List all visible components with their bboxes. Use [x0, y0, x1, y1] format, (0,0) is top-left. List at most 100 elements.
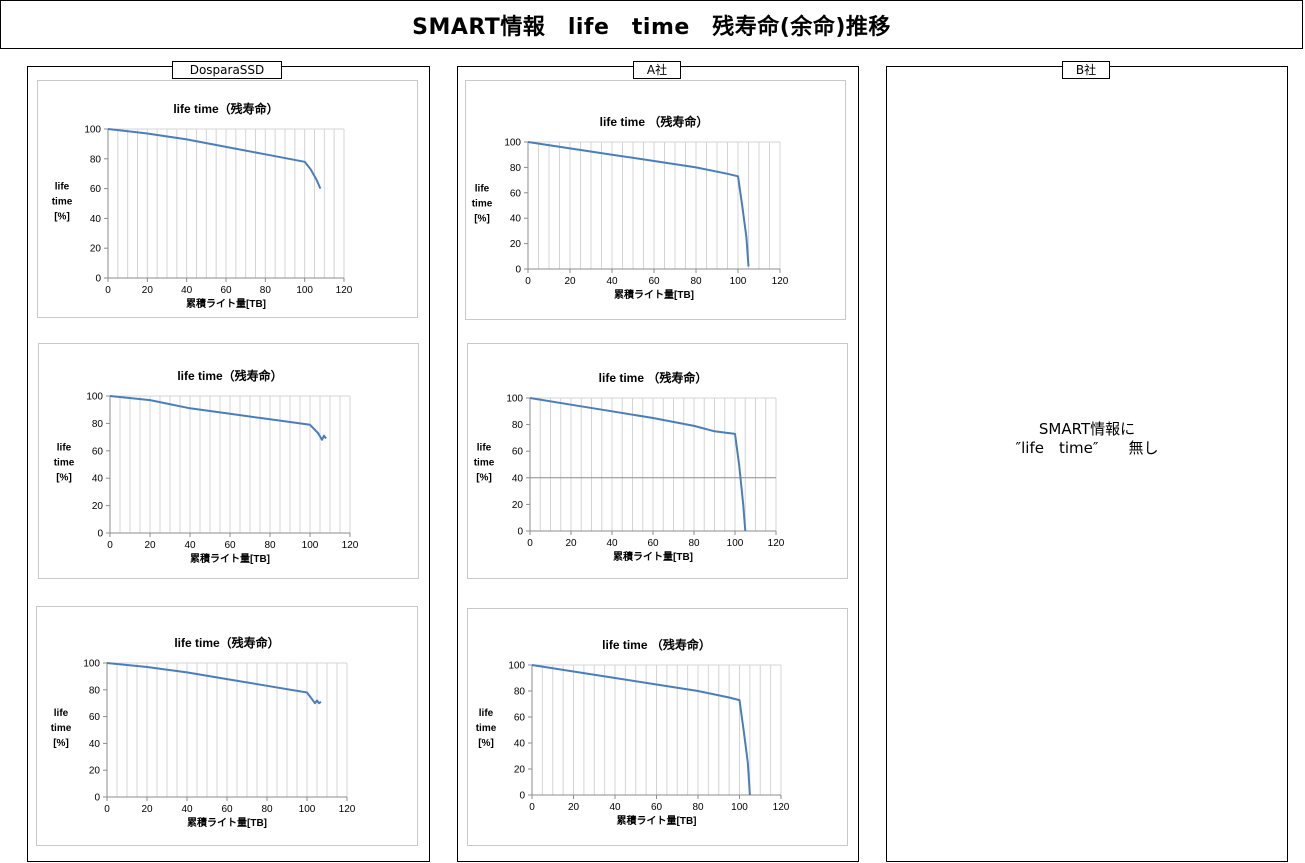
x-tick-label: 80 — [688, 538, 700, 549]
y-tick-label: 40 — [89, 739, 101, 750]
series-line — [107, 128, 322, 190]
x-tick-label: 80 — [261, 804, 273, 815]
x-tick-label: 20 — [144, 540, 156, 551]
x-axis-label: 累積ライト量[TB] — [190, 552, 270, 565]
x-tick-label: 40 — [606, 276, 618, 287]
chart-dospara-1: 0 20 40 60 80 100 0 20 40 60 80 100 120 life time（残寿命… — [37, 80, 418, 318]
y-axis-label: time — [474, 458, 495, 469]
series-line — [106, 662, 322, 705]
x-tick-label: 0 — [105, 285, 111, 296]
y-axis-label: time — [54, 458, 75, 469]
panel-label-a: A社 — [633, 61, 681, 79]
y-tick-label: 20 — [90, 244, 102, 255]
y-axis-label: life — [54, 708, 69, 719]
y-tick-label: 40 — [512, 473, 524, 484]
y-tick-label: 0 — [519, 791, 525, 802]
x-tick-label: 20 — [568, 802, 580, 813]
y-tick-label: 80 — [92, 419, 104, 430]
x-tick-label: 120 — [342, 540, 359, 551]
x-tick-label: 60 — [221, 804, 233, 815]
y-tick-label: 20 — [89, 766, 101, 777]
y-axis-label: [%] — [56, 473, 72, 484]
series-line — [109, 395, 327, 441]
x-tick-label: 60 — [648, 276, 660, 287]
y-tick-label: 80 — [512, 420, 524, 431]
x-tick-label: 40 — [184, 540, 196, 551]
x-tick-label: 120 — [772, 276, 789, 287]
y-tick-label: 60 — [514, 713, 526, 724]
x-tick-label: 80 — [260, 285, 272, 296]
panel-label-b: B社 — [1062, 61, 1110, 79]
chart-svg-dospara-1: 0 20 40 60 80 100 0 20 40 60 80 100 120 life time（残寿命… — [52, 101, 353, 310]
chart-a-3: 0 20 40 60 80 100 0 20 40 60 80 100 120 life time （残寿… — [467, 608, 848, 846]
y-axis-label: [%] — [478, 738, 494, 749]
y-tick-label: 40 — [90, 214, 102, 225]
chart-title: life time （残寿命） — [600, 114, 709, 129]
panel-label-dospara: DosparaSSD — [172, 61, 282, 79]
y-axis-label: [%] — [476, 473, 492, 484]
y-axis-label: time — [476, 723, 497, 734]
chart-title: life time（残寿命） — [177, 368, 282, 383]
x-tick-label: 100 — [731, 802, 748, 813]
x-tick-label: 100 — [727, 538, 744, 549]
y-axis-label: time — [472, 199, 493, 210]
y-tick-label: 20 — [514, 765, 526, 776]
chart-title: life time （残寿命） — [602, 637, 711, 652]
x-tick-label: 100 — [302, 540, 319, 551]
no-life-time-message-line1: SMART情報に — [1038, 420, 1136, 438]
y-tick-label: 80 — [89, 685, 101, 696]
x-axis-label: 累積ライト量[TB] — [613, 550, 693, 563]
y-tick-label: 100 — [83, 659, 100, 670]
y-axis-label: life — [55, 182, 70, 193]
x-tick-label: 0 — [525, 276, 531, 287]
y-axis-label: life — [475, 184, 490, 195]
x-axis-label: 累積ライト量[TB] — [186, 297, 266, 310]
chart-svg-dospara-2: 0 20 40 60 80 100 0 20 40 60 80 100 120 life time（残寿命… — [54, 368, 359, 565]
y-tick-label: 80 — [90, 154, 102, 165]
x-tick-label: 60 — [224, 540, 236, 551]
y-axis-label: [%] — [54, 212, 70, 223]
x-tick-label: 20 — [565, 538, 577, 549]
chart-title: life time（残寿命） — [173, 101, 278, 116]
chart-a-2: 0 20 40 60 80 100 0 20 40 60 80 100 120 life time （残寿… — [467, 343, 848, 579]
x-tick-label: 80 — [690, 276, 702, 287]
x-tick-label: 40 — [609, 802, 621, 813]
chart-dospara-2: 0 20 40 60 80 100 0 20 40 60 80 100 120 life time（残寿命… — [38, 343, 419, 579]
y-tick-label: 40 — [510, 214, 522, 225]
x-tick-label: 20 — [564, 276, 576, 287]
y-tick-label: 60 — [512, 447, 524, 458]
y-tick-label: 100 — [86, 392, 103, 403]
chart-a-1: 0 20 40 60 80 100 0 20 40 60 80 100 120 life time （残寿… — [465, 80, 846, 320]
x-tick-label: 120 — [773, 802, 790, 813]
y-tick-label: 20 — [92, 501, 104, 512]
y-tick-label: 80 — [510, 163, 522, 174]
chart-svg-dospara-3: 0 20 40 60 80 100 0 20 40 60 80 100 120 life time（残寿命… — [51, 635, 356, 829]
series-line — [529, 397, 747, 532]
x-axis-label: 累積ライト量[TB] — [614, 288, 694, 301]
y-tick-label: 60 — [510, 188, 522, 199]
y-tick-label: 100 — [506, 394, 523, 405]
y-tick-label: 100 — [508, 661, 525, 672]
x-tick-label: 60 — [647, 538, 659, 549]
series-line — [531, 664, 751, 796]
series-line — [527, 141, 750, 267]
chart-svg-a-3: 0 20 40 60 80 100 0 20 40 60 80 100 120 life time （残寿… — [476, 637, 790, 827]
y-tick-label: 20 — [510, 239, 522, 250]
chart-title: life time（残寿命） — [174, 635, 279, 650]
y-tick-label: 60 — [90, 184, 102, 195]
y-tick-label: 40 — [514, 739, 526, 750]
y-tick-label: 0 — [517, 527, 523, 538]
y-tick-label: 0 — [94, 793, 100, 804]
page-title: SMART情報 life time 残寿命(余命)推移 — [0, 0, 1303, 49]
y-axis-label: time — [52, 197, 73, 208]
x-tick-label: 80 — [264, 540, 276, 551]
y-tick-label: 0 — [97, 529, 103, 540]
x-tick-label: 0 — [104, 804, 110, 815]
no-life-time-message: SMART情報に ″life time″ 無し — [886, 420, 1288, 458]
chart-title: life time （残寿命） — [599, 370, 708, 385]
y-tick-label: 100 — [504, 138, 521, 149]
x-tick-label: 100 — [730, 276, 747, 287]
x-tick-label: 40 — [181, 804, 193, 815]
y-axis-label: life — [479, 708, 494, 719]
x-tick-label: 120 — [768, 538, 785, 549]
